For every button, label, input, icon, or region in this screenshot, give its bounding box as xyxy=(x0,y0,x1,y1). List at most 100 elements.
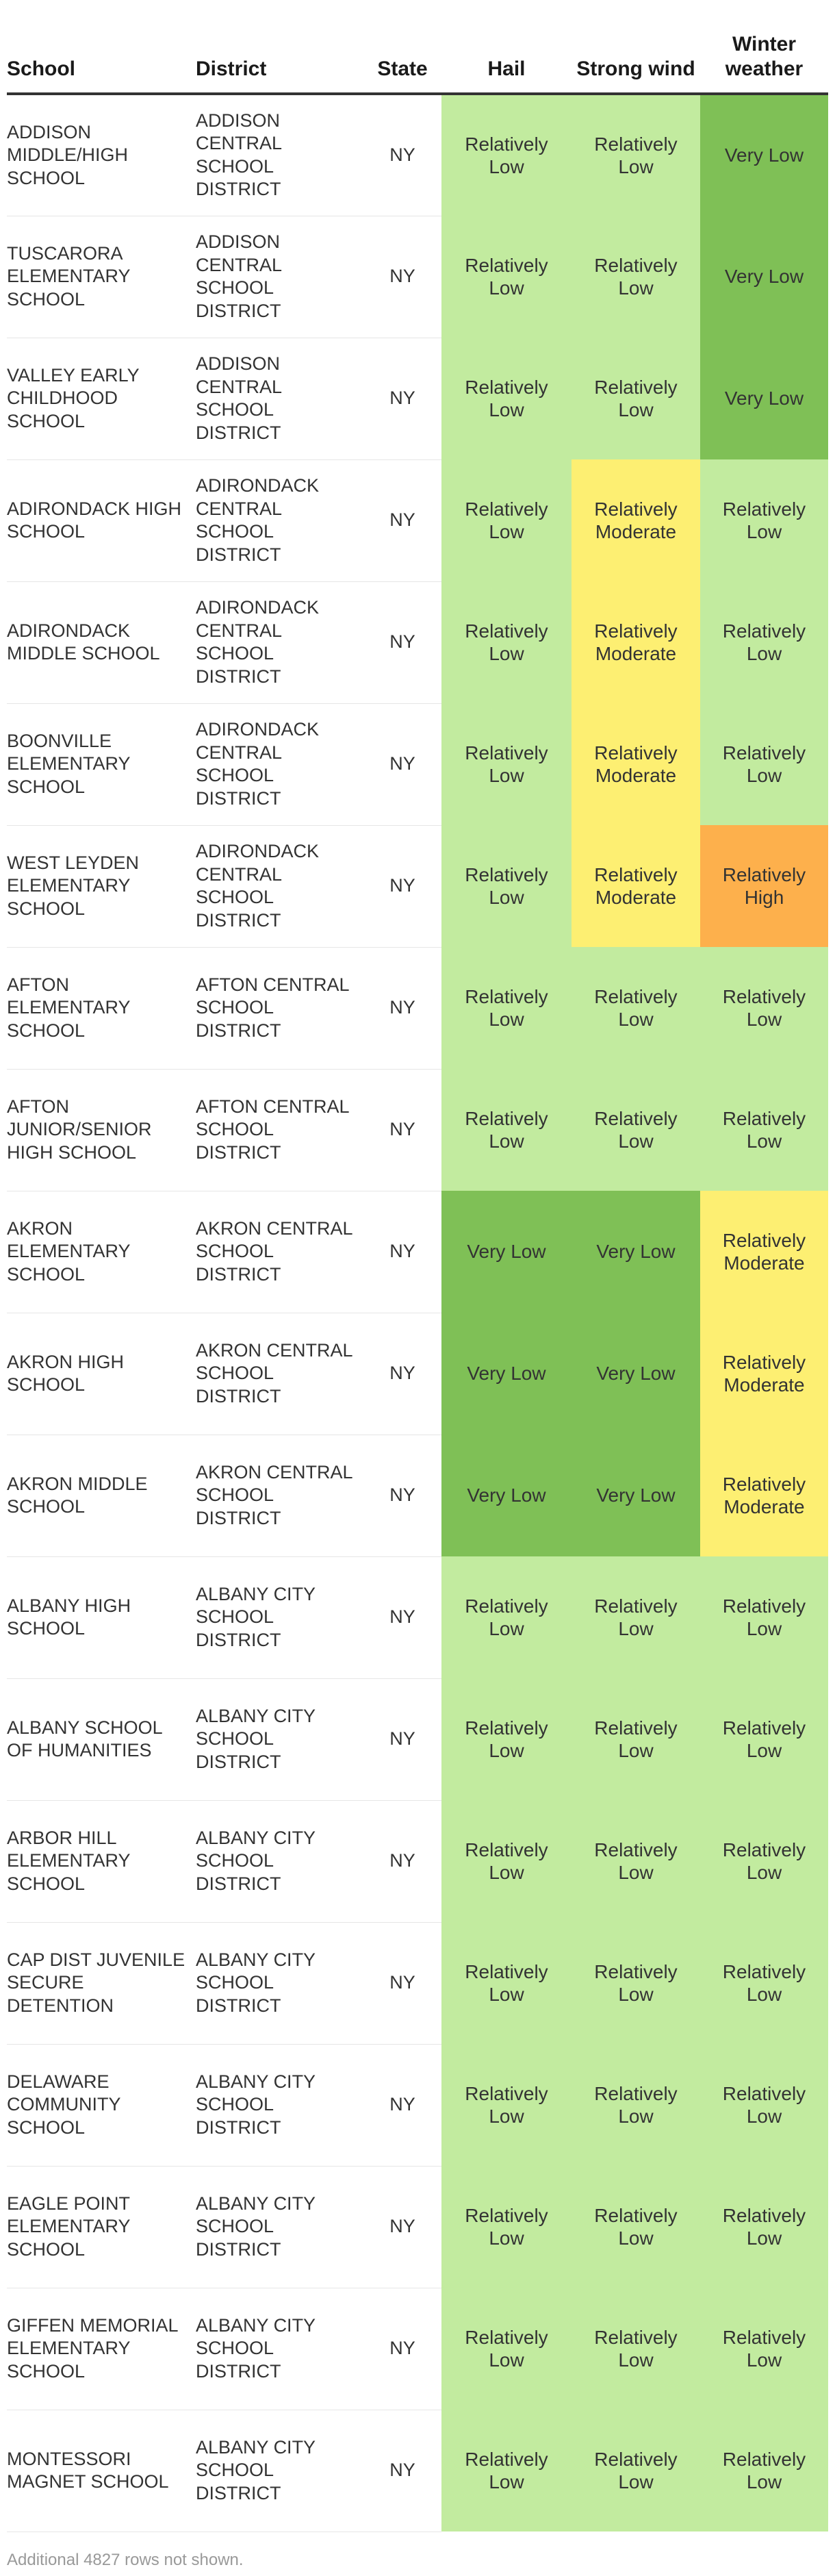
hail-cell: Relatively Low xyxy=(441,1556,571,1678)
winter-weather-cell: Relatively Low xyxy=(700,581,828,703)
table-row: ADIRONDACK HIGH SCHOOL ADIRONDACK CENTRAL… xyxy=(7,459,828,582)
table-row: ALBANY SCHOOL OF HUMANITIES ALBANY CITY S… xyxy=(7,1678,828,1801)
district-name-cell: ADDISON CENTRAL SCHOOL DISTRICT xyxy=(196,94,363,216)
state-cell: NY xyxy=(363,2044,441,2167)
district-name-cell: ADIRONDACK CENTRAL SCHOOL DISTRICT xyxy=(196,825,363,948)
school-name-cell: WEST LEYDEN ELEMENTARY SCHOOL xyxy=(7,825,196,948)
district-name-cell: ADIRONDACK CENTRAL SCHOOL DISTRICT xyxy=(196,459,363,582)
hail-cell: Relatively Low xyxy=(441,216,571,338)
strong-wind-cell: Relatively Low xyxy=(571,2166,700,2288)
winter-weather-cell: Relatively Low xyxy=(700,1069,828,1191)
strong-wind-cell: Relatively Low xyxy=(571,2044,700,2166)
state-cell: NY xyxy=(363,1556,441,1679)
winter-weather-cell: Relatively Low xyxy=(700,2288,828,2410)
winter-weather-cell: Relatively Low xyxy=(700,1556,828,1678)
hail-cell: Relatively Low xyxy=(441,947,571,1069)
district-name-cell: ADIRONDACK CENTRAL SCHOOL DISTRICT xyxy=(196,703,363,826)
strong-wind-cell: Relatively Low xyxy=(571,1922,700,2044)
strong-wind-cell: Relatively Moderate xyxy=(571,459,700,581)
state-cell: NY xyxy=(363,1191,441,1313)
hail-cell: Relatively Low xyxy=(441,2410,571,2531)
state-cell: NY xyxy=(363,2410,441,2532)
table-row: VALLEY EARLY CHILDHOOD SCHOOL ADDISON CEN… xyxy=(7,338,828,460)
table-row: ADDISON MIDDLE/HIGH SCHOOL ADDISON CENTRA… xyxy=(7,94,828,216)
hail-cell: Relatively Low xyxy=(441,1800,571,1922)
table-row: DELAWARE COMMUNITY SCHOOL ALBANY CITY SCH… xyxy=(7,2044,828,2167)
strong-wind-cell: Relatively Low xyxy=(571,216,700,338)
district-name-cell: ALBANY CITY SCHOOL DISTRICT xyxy=(196,2410,363,2532)
winter-weather-cell: Relatively Low xyxy=(700,1922,828,2044)
table-row: GIFFEN MEMORIAL ELEMENTARY SCHOOL ALBANY … xyxy=(7,2288,828,2410)
district-name-cell: AKRON CENTRAL SCHOOL DISTRICT xyxy=(196,1435,363,1557)
strong-wind-cell: Relatively Low xyxy=(571,1678,700,1800)
strong-wind-cell: Very Low xyxy=(571,1313,700,1435)
winter-weather-cell: Relatively Low xyxy=(700,1800,828,1922)
table-row: AFTON ELEMENTARY SCHOOL AFTON CENTRAL SCH… xyxy=(7,947,828,1070)
hazard-risk-table: School District State Hail Strong wind W… xyxy=(7,0,828,2532)
district-name-cell: ALBANY CITY SCHOOL DISTRICT xyxy=(196,2166,363,2288)
state-cell: NY xyxy=(363,1069,441,1191)
district-name-cell: AFTON CENTRAL SCHOOL DISTRICT xyxy=(196,1069,363,1191)
school-name-cell: AFTON ELEMENTARY SCHOOL xyxy=(7,947,196,1070)
state-cell: NY xyxy=(363,1922,441,2045)
hail-cell: Relatively Low xyxy=(441,2166,571,2288)
winter-weather-cell: Very Low xyxy=(700,338,828,459)
winter-weather-cell: Very Low xyxy=(700,94,828,216)
column-header-district[interactable]: District xyxy=(196,0,363,95)
column-header-state[interactable]: State xyxy=(363,0,441,95)
district-name-cell: ALBANY CITY SCHOOL DISTRICT xyxy=(196,1678,363,1801)
winter-weather-cell: Relatively Moderate xyxy=(700,1191,828,1313)
winter-weather-cell: Relatively High xyxy=(700,825,828,947)
hail-cell: Relatively Low xyxy=(441,338,571,459)
state-cell: NY xyxy=(363,338,441,460)
district-name-cell: ALBANY CITY SCHOOL DISTRICT xyxy=(196,2044,363,2167)
district-name-cell: AKRON CENTRAL SCHOOL DISTRICT xyxy=(196,1191,363,1313)
strong-wind-cell: Relatively Low xyxy=(571,338,700,459)
table-row: BOONVILLE ELEMENTARY SCHOOL ADIRONDACK CE… xyxy=(7,703,828,826)
school-name-cell: ADIRONDACK HIGH SCHOOL xyxy=(7,459,196,582)
table-row: CAP DIST JUVENILE SECURE DETENTION ALBANY… xyxy=(7,1922,828,2045)
school-name-cell: CAP DIST JUVENILE SECURE DETENTION xyxy=(7,1922,196,2045)
strong-wind-cell: Relatively Low xyxy=(571,1069,700,1191)
school-name-cell: EAGLE POINT ELEMENTARY SCHOOL xyxy=(7,2166,196,2288)
table-row: AFTON JUNIOR/SENIOR HIGH SCHOOL AFTON CEN… xyxy=(7,1069,828,1191)
school-name-cell: ARBOR HILL ELEMENTARY SCHOOL xyxy=(7,1800,196,1923)
district-name-cell: ADIRONDACK CENTRAL SCHOOL DISTRICT xyxy=(196,581,363,704)
state-cell: NY xyxy=(363,703,441,826)
winter-weather-cell: Relatively Moderate xyxy=(700,1435,828,1556)
table-row: ADIRONDACK MIDDLE SCHOOL ADIRONDACK CENTR… xyxy=(7,581,828,704)
district-name-cell: ALBANY CITY SCHOOL DISTRICT xyxy=(196,1800,363,1923)
strong-wind-cell: Relatively Moderate xyxy=(571,825,700,947)
hail-cell: Relatively Low xyxy=(441,1069,571,1191)
school-name-cell: DELAWARE COMMUNITY SCHOOL xyxy=(7,2044,196,2167)
school-name-cell: BOONVILLE ELEMENTARY SCHOOL xyxy=(7,703,196,826)
winter-weather-cell: Relatively Low xyxy=(700,947,828,1069)
district-name-cell: ALBANY CITY SCHOOL DISTRICT xyxy=(196,1922,363,2045)
table-row: WEST LEYDEN ELEMENTARY SCHOOL ADIRONDACK … xyxy=(7,825,828,948)
winter-weather-cell: Very Low xyxy=(700,216,828,338)
school-name-cell: ADDISON MIDDLE/HIGH SCHOOL xyxy=(7,94,196,216)
winter-weather-cell: Relatively Low xyxy=(700,2166,828,2288)
state-cell: NY xyxy=(363,1678,441,1801)
column-header-school[interactable]: School xyxy=(7,0,196,95)
strong-wind-cell: Relatively Moderate xyxy=(571,581,700,703)
column-header-winter-weather[interactable]: Winter weather xyxy=(700,0,828,95)
column-header-hail[interactable]: Hail xyxy=(441,0,571,95)
winter-weather-cell: Relatively Low xyxy=(700,459,828,581)
school-name-cell: ADIRONDACK MIDDLE SCHOOL xyxy=(7,581,196,704)
table-row: ALBANY HIGH SCHOOL ALBANY CITY SCHOOL DIS… xyxy=(7,1556,828,1679)
school-name-cell: AKRON ELEMENTARY SCHOOL xyxy=(7,1191,196,1313)
winter-weather-cell: Relatively Low xyxy=(700,1678,828,1800)
school-name-cell: AKRON MIDDLE SCHOOL xyxy=(7,1435,196,1557)
state-cell: NY xyxy=(363,216,441,338)
strong-wind-cell: Relatively Low xyxy=(571,947,700,1069)
column-header-strong-wind[interactable]: Strong wind xyxy=(571,0,700,95)
hail-cell: Relatively Low xyxy=(441,581,571,703)
school-name-cell: AFTON JUNIOR/SENIOR HIGH SCHOOL xyxy=(7,1069,196,1191)
district-name-cell: ADDISON CENTRAL SCHOOL DISTRICT xyxy=(196,216,363,338)
hail-cell: Relatively Low xyxy=(441,703,571,825)
strong-wind-cell: Very Low xyxy=(571,1191,700,1313)
state-cell: NY xyxy=(363,825,441,948)
table-row: MONTESSORI MAGNET SCHOOL ALBANY CITY SCHO… xyxy=(7,2410,828,2532)
hail-cell: Relatively Low xyxy=(441,1922,571,2044)
